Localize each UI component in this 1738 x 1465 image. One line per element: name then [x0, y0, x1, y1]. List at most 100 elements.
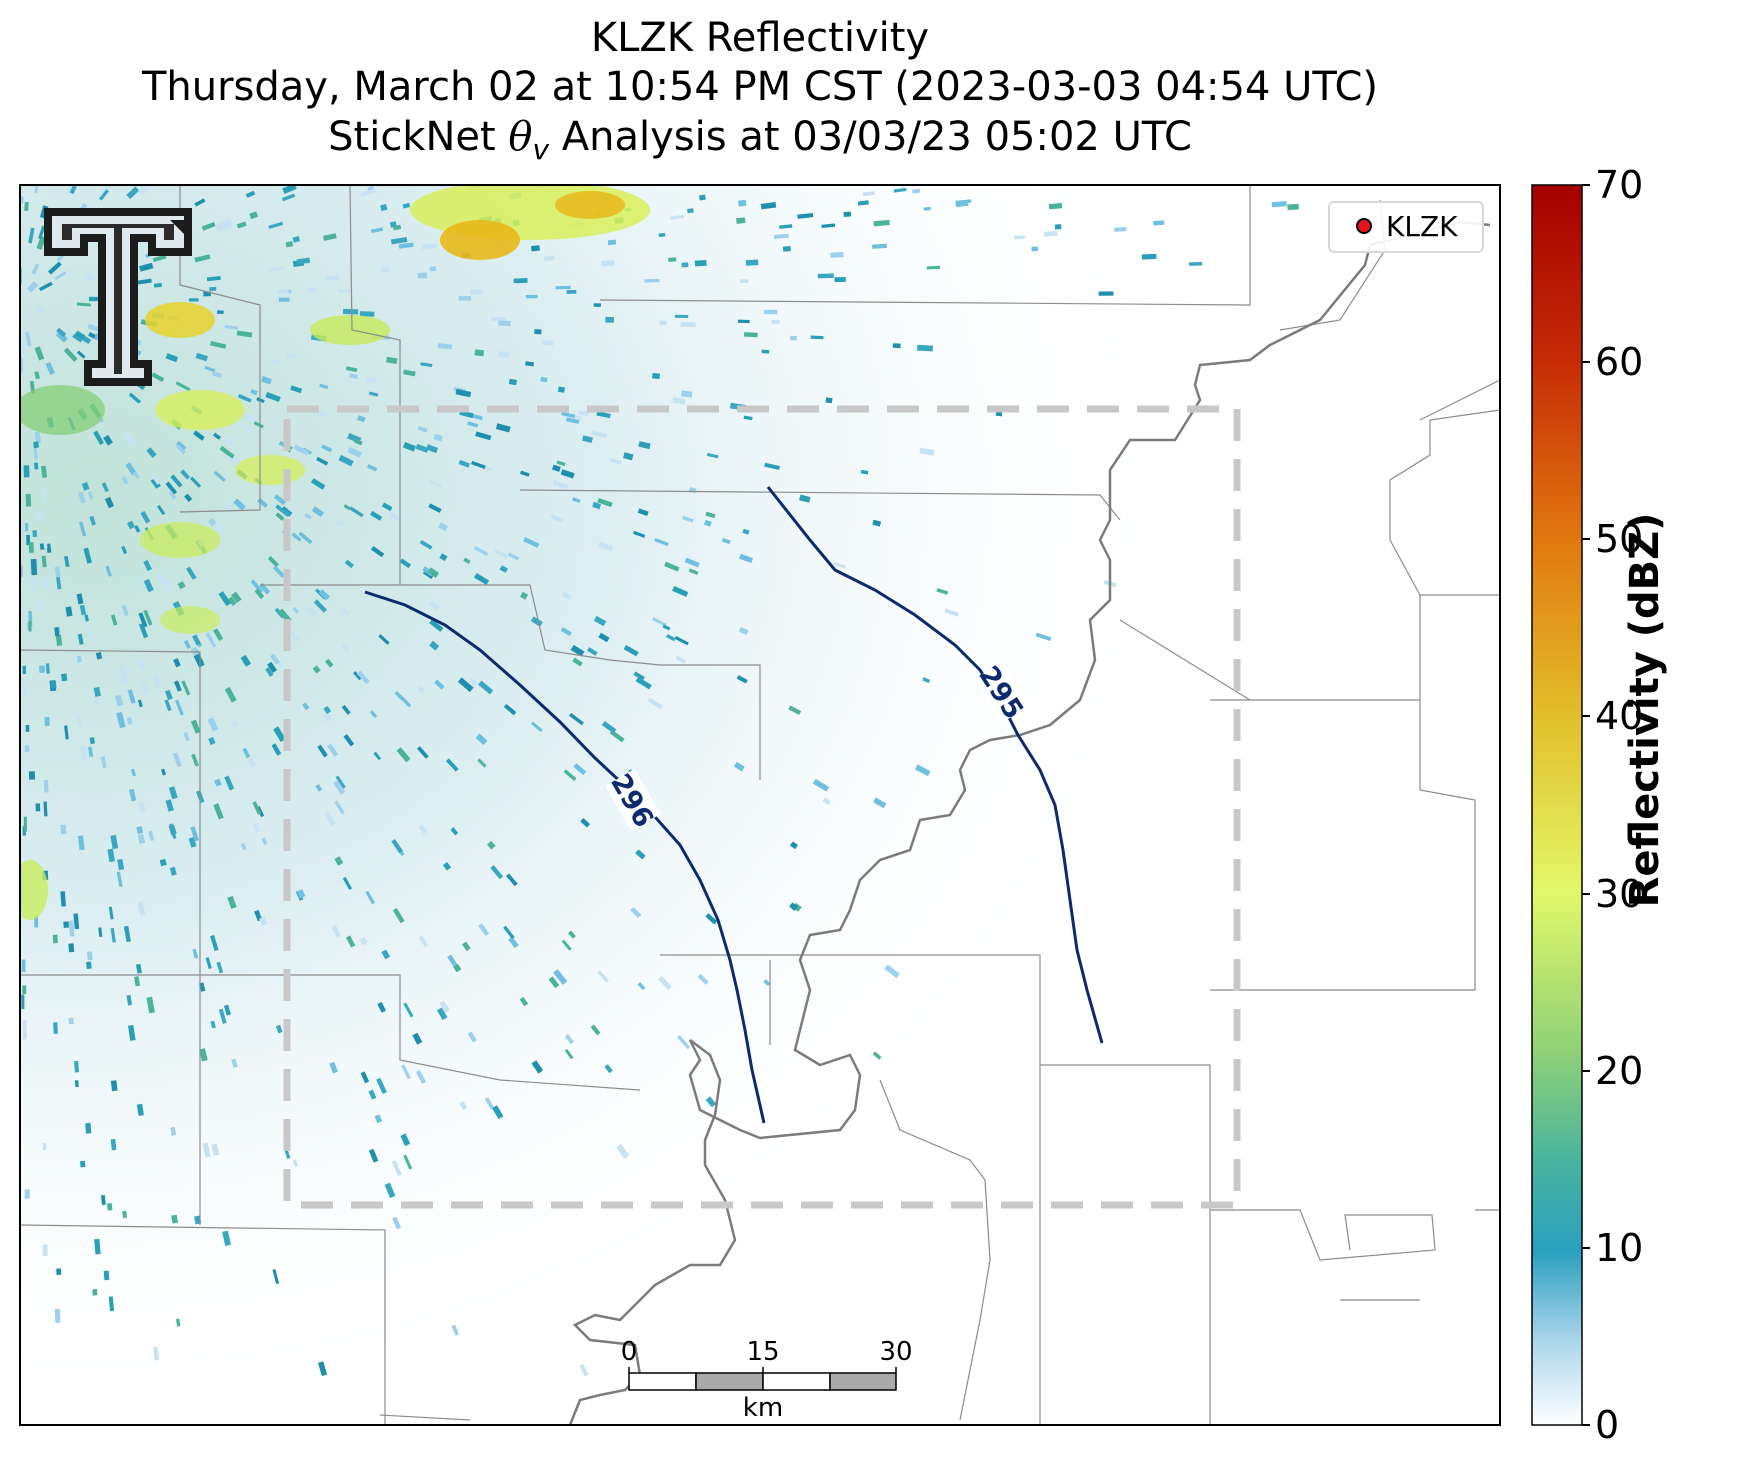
- echo-speckle: [412, 1032, 423, 1045]
- echo-speckle: [507, 552, 520, 561]
- echo-speckle: [175, 381, 191, 392]
- echo-speckle: [87, 625, 93, 634]
- echo-speckle: [652, 372, 661, 380]
- echo-speckle: [597, 970, 609, 983]
- echo-speckle: [623, 452, 634, 461]
- echo-speckle: [132, 471, 140, 479]
- echo-speckle: [353, 438, 363, 446]
- echo-speckle: [462, 941, 471, 952]
- echo-speckle: [338, 454, 354, 467]
- echo-speckle: [252, 801, 262, 815]
- echo-speckle: [493, 548, 509, 559]
- echo-speckle: [459, 1101, 468, 1111]
- echo-speckle: [157, 504, 166, 516]
- echo-speckle: [590, 1024, 601, 1036]
- echo-speckle: [743, 415, 753, 421]
- echo-speckle: [561, 411, 576, 418]
- echo-speckle: [560, 469, 575, 479]
- echo-speckle: [138, 622, 149, 639]
- echo-speckle: [79, 604, 87, 616]
- echo-speckle: [247, 757, 256, 767]
- echo-speckle: [68, 1017, 74, 1025]
- echo-speckle: [457, 677, 474, 693]
- echo-speckle: [95, 652, 103, 660]
- echo-speckle: [331, 924, 341, 938]
- echo-speckle: [192, 634, 201, 646]
- echo-speckle: [290, 385, 303, 394]
- echo-speckle: [151, 474, 161, 485]
- echo-speckle: [171, 1214, 179, 1224]
- echo-speckle: [669, 214, 685, 220]
- echo-speckle: [85, 273, 95, 281]
- echo-speckle: [280, 506, 293, 517]
- echo-speckle: [190, 719, 201, 734]
- echo-speckle: [420, 362, 433, 368]
- echo-speckle: [41, 485, 47, 502]
- echo-speckle: [131, 768, 136, 777]
- echo-speckle: [168, 490, 177, 500]
- radar-site-marker-icon: [1356, 218, 1372, 234]
- echo-speckle: [60, 824, 67, 835]
- echo-speckle: [638, 441, 651, 450]
- echo-speckle: [433, 433, 443, 442]
- echo-speckle: [80, 1160, 86, 1168]
- echo-speckle: [597, 497, 613, 508]
- echo-speckle: [698, 194, 706, 201]
- echo-speckle: [213, 520, 226, 534]
- echo-speckle: [687, 208, 694, 214]
- echo-speckle: [633, 671, 645, 681]
- echo-speckle: [227, 895, 237, 909]
- echo-speckle: [245, 190, 256, 198]
- echo-speckle: [321, 444, 333, 453]
- echo-speckle: [24, 1189, 30, 1199]
- echo-speckle: [37, 509, 44, 523]
- echo-speckle: [186, 566, 197, 580]
- echo-speckle: [872, 243, 888, 249]
- echo-speckle: [105, 565, 112, 577]
- echo-speckle: [368, 391, 379, 397]
- echo-speckle: [219, 445, 235, 459]
- echo-speckle: [168, 786, 178, 800]
- echo-speckle: [117, 859, 125, 871]
- echo-speckle: [68, 943, 75, 953]
- echo-speckle: [23, 816, 27, 832]
- echo-speckle: [338, 289, 353, 293]
- echo-speckle: [478, 923, 490, 936]
- echo-speckle: [743, 332, 758, 338]
- echo-speckle: [604, 1064, 613, 1074]
- echo-speckle: [771, 319, 780, 324]
- echo-speckle: [684, 557, 700, 568]
- echo-speckle: [237, 393, 252, 403]
- echo-speckle: [427, 567, 440, 578]
- echo-speckle: [54, 271, 67, 281]
- title-line-1: KLZK Reflectivity: [590, 15, 930, 61]
- echo-speckle: [83, 547, 92, 564]
- echo-speckle: [123, 925, 131, 943]
- echo-speckle: [210, 935, 219, 952]
- echo-speckle: [429, 619, 444, 632]
- echo-speckle: [77, 715, 82, 726]
- echo-speckle: [207, 717, 219, 732]
- echo-speckle: [296, 257, 311, 265]
- echo-speckle: [175, 1318, 181, 1327]
- echo-speckle: [370, 510, 383, 521]
- echo-speckle: [93, 686, 101, 697]
- echo-speckle: [216, 961, 224, 974]
- echo-speckle: [591, 430, 608, 439]
- echo-speckle: [183, 639, 191, 649]
- echo-speckle: [126, 520, 136, 530]
- echo-speckle: [79, 745, 88, 762]
- echo-speckle: [623, 644, 639, 657]
- echo-speckle: [492, 1105, 504, 1120]
- echo-speckle: [451, 1324, 459, 1336]
- echo-speckle: [249, 211, 259, 220]
- echo-speckle: [298, 531, 313, 545]
- echo-speckle: [211, 1143, 220, 1156]
- echo-speckle: [680, 321, 696, 328]
- echo-speckle: [555, 285, 571, 290]
- echo-speckle: [192, 948, 199, 959]
- echo-speckle: [782, 246, 791, 252]
- echo-speckle: [1031, 246, 1039, 252]
- echo-speckle: [398, 242, 414, 249]
- echo-speckle: [127, 689, 136, 704]
